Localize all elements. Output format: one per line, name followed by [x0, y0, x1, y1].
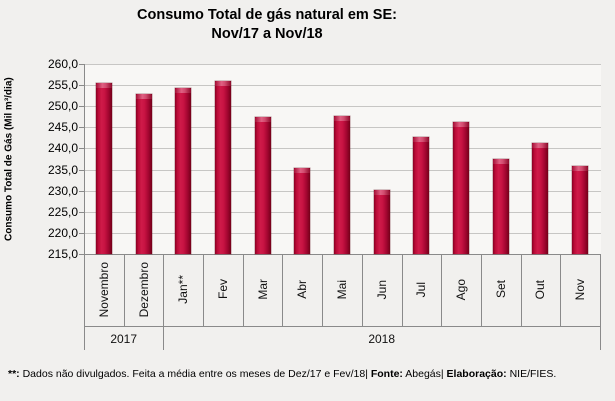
x-category-label: Jun: [374, 279, 389, 300]
category-separator: [203, 254, 205, 326]
x-category-cell: Dezembro: [124, 254, 164, 325]
y-tick-label: 240,0: [47, 141, 78, 156]
x-category-cell: Mar: [243, 254, 283, 325]
bar-jul: [413, 137, 430, 254]
gridline: [85, 64, 601, 65]
x-category-cell: Jun: [362, 254, 402, 325]
x-category-label: Fev: [215, 279, 230, 300]
y-tick-mark: [79, 127, 84, 129]
category-separator: [123, 254, 125, 326]
category-separator: [401, 254, 403, 326]
y-tick-mark: [79, 169, 84, 171]
x-category-cell: Mai: [322, 254, 362, 325]
bar-mai: [334, 115, 350, 254]
year-label: 2018: [368, 332, 396, 346]
x-category-cell: Out: [521, 254, 561, 325]
x-category-label: Out: [533, 279, 548, 300]
bar-jun: [373, 189, 390, 254]
chart-title-line1: Consumo Total de gás natural em SE:: [137, 7, 397, 23]
y-tick-mark: [79, 254, 84, 255]
bar-jan: [175, 88, 192, 254]
footnote-text: Dados não divulgados. Feita a média entr…: [19, 368, 371, 380]
category-separator: [600, 254, 601, 326]
chart-title-line2: Nov/17 a Nov/18: [211, 26, 323, 42]
y-tick-mark: [79, 85, 84, 87]
y-tick-label: 255,0: [47, 78, 78, 93]
y-tick-mark: [79, 106, 84, 108]
year-separator: [600, 327, 601, 350]
bar-fev: [214, 81, 231, 254]
category-separator: [84, 254, 85, 326]
y-tick-label: 235,0: [47, 162, 78, 177]
y-tick-mark: [79, 64, 84, 65]
category-separator: [163, 254, 165, 326]
x-category-cell: Novembro: [84, 254, 124, 325]
bar-out: [532, 143, 549, 254]
x-category-label: Dezembro: [136, 261, 151, 318]
category-separator: [242, 254, 244, 326]
gridline: [85, 106, 601, 108]
y-tick-label: 245,0: [47, 120, 78, 135]
bar-dezembro: [135, 93, 152, 254]
x-category-cell: Ago: [441, 254, 481, 325]
category-separator: [560, 254, 562, 326]
x-category-cell: Nov: [560, 254, 600, 325]
y-tick-label: 225,0: [47, 204, 78, 219]
x-category-cell: Set: [481, 254, 521, 325]
y-tick-label: 260,0: [47, 57, 78, 71]
y-tick-mark: [79, 190, 84, 192]
year-separator: [163, 327, 165, 350]
bar-mar: [254, 116, 271, 254]
x-category-label: Jul: [414, 281, 429, 298]
category-separator: [520, 254, 522, 326]
footnote-text: Abegás|: [402, 368, 447, 380]
x-category-label: Nov: [573, 278, 588, 301]
category-separator: [361, 254, 363, 326]
year-label: 2017: [110, 332, 138, 346]
category-separator: [322, 254, 324, 326]
x-category-cell: Jan**: [163, 254, 203, 325]
y-tick-mark: [79, 211, 84, 213]
y-tick-label: 250,0: [47, 99, 78, 114]
x-category-label: Jan**: [176, 275, 191, 304]
category-separator: [480, 254, 482, 326]
bar-abr: [294, 167, 311, 254]
x-category-label: Ago: [454, 278, 469, 301]
footnote-text: NIE/FIES.: [506, 368, 557, 380]
y-tick-label: 230,0: [47, 183, 78, 198]
y-tick-mark: [79, 232, 84, 234]
bar-ago: [453, 121, 470, 254]
year-separator: [84, 327, 85, 350]
y-tick-label: 220,0: [47, 225, 78, 240]
bar-set: [492, 159, 509, 254]
x-category-label: Novembro: [96, 261, 111, 318]
x-category-cell: Fev: [203, 254, 243, 325]
chart-title: Consumo Total de gás natural em SE: Nov/…: [0, 6, 534, 44]
category-axis-line: [84, 326, 601, 327]
footnote-bold-text: Fonte:: [370, 368, 403, 380]
x-category-cell: Jul: [402, 254, 442, 325]
bar-nov: [572, 166, 589, 254]
gridline: [85, 85, 601, 87]
y-tick-mark: [79, 148, 84, 150]
bar-novembro: [95, 82, 112, 254]
x-category-label: Set: [493, 280, 508, 299]
category-separator: [441, 254, 443, 326]
x-category-label: Abr: [295, 280, 310, 299]
footnote-bold-text: Elaboração:: [446, 368, 507, 380]
footnote: **: Dados não divulgados. Feita a média …: [8, 368, 556, 380]
footnote-bold-text: **:: [8, 368, 20, 380]
x-category-cell: Abr: [282, 254, 322, 325]
y-axis-title: Consumo Total de Gás (Mil m³/dia): [3, 77, 15, 241]
x-category-label: Mai: [334, 279, 349, 300]
category-separator: [282, 254, 284, 326]
y-tick-label: 215,0: [47, 247, 78, 261]
x-category-label: Mar: [255, 279, 270, 300]
